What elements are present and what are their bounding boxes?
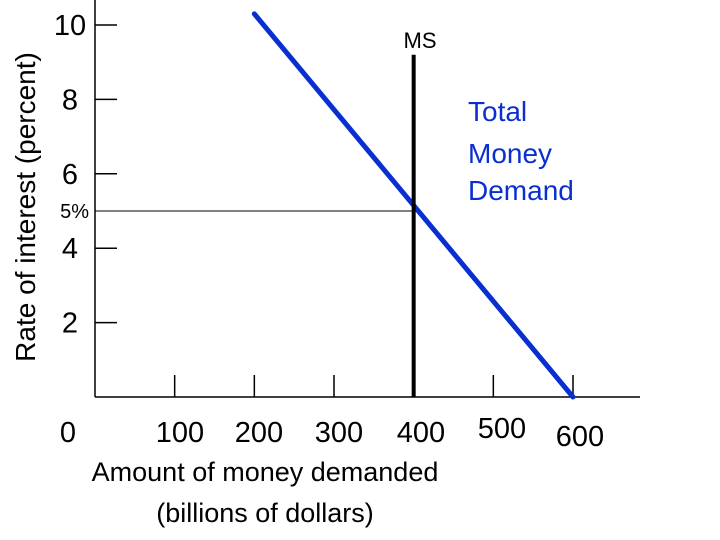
x-tick-label: 0 xyxy=(60,417,76,449)
y-ticks: 2 4 6 8 10 xyxy=(54,10,117,340)
x-tick-label: 300 xyxy=(315,417,363,449)
y-tick-label: 6 xyxy=(62,159,78,191)
x-tick-label: 400 xyxy=(397,417,445,449)
demand-label-line-3: Demand xyxy=(468,175,574,206)
demand-label-line-1: Total xyxy=(468,96,527,127)
x-ticks: 0 100 200 300 400 500 600 xyxy=(60,375,604,453)
x-tick-label: 200 xyxy=(235,417,283,449)
series-group xyxy=(251,11,576,400)
x-tick-label: 100 xyxy=(156,417,204,449)
axes xyxy=(94,0,640,398)
x-tick-label: 600 xyxy=(556,421,604,453)
x-axis-title-units: (billions of dollars) xyxy=(156,498,374,528)
y-axis-title: Rate of interest (percent) xyxy=(10,52,41,362)
x-axis-title: Amount of money demanded xyxy=(92,457,439,487)
demand-label-line-2: Money xyxy=(468,138,552,169)
y-tick-label: 2 xyxy=(62,308,78,340)
labels-group: Rate of interest (percent) Amount of mon… xyxy=(10,28,574,528)
money-supply-label: MS xyxy=(404,28,437,53)
y-tick-label: 8 xyxy=(62,84,78,116)
x-tick-label: 500 xyxy=(478,413,526,445)
equilibrium-rate-label: 5% xyxy=(60,201,89,223)
y-tick-label: 4 xyxy=(62,233,78,265)
y-tick-label: 10 xyxy=(54,10,86,42)
